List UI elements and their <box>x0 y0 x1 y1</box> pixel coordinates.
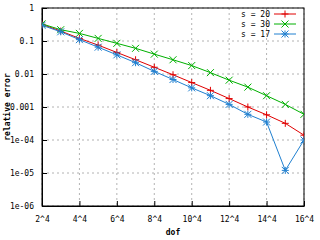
tick: 14^4 <box>257 201 276 224</box>
marker <box>188 84 195 91</box>
tick-mark <box>42 140 47 141</box>
legend-label: s = 20 <box>241 10 270 19</box>
tick: 6^4 <box>110 201 125 224</box>
y-axis-title: relative error <box>2 73 12 141</box>
tick-label: 1 <box>29 4 34 13</box>
tick: 4^4 <box>73 201 88 224</box>
tick-label: 1e-05 <box>10 169 34 178</box>
legend-marker <box>282 21 289 28</box>
tick-mark <box>42 173 47 174</box>
grid-line <box>42 173 304 174</box>
marker <box>244 111 251 118</box>
marker <box>263 119 270 126</box>
tick-mark <box>192 201 193 206</box>
tick-label: 1e-04 <box>10 136 34 145</box>
marker <box>113 51 120 58</box>
tick-label: 2^4 <box>35 215 50 224</box>
tick-label: 10^4 <box>183 215 202 224</box>
plot-frame <box>42 8 304 206</box>
tick: 10^4 <box>183 201 202 224</box>
tick-label: 4^4 <box>73 215 88 224</box>
tick: 0.1 <box>20 37 47 46</box>
tick: 8^4 <box>148 201 163 224</box>
grid <box>42 8 304 206</box>
series-line <box>42 24 304 135</box>
marker <box>282 101 289 108</box>
marker <box>132 59 139 66</box>
marker <box>282 120 289 127</box>
tick: 1e-06 <box>10 202 47 211</box>
grid-line <box>42 107 304 108</box>
tick-label: 8^4 <box>148 215 163 224</box>
tick-mark <box>79 201 80 206</box>
marker <box>263 111 270 118</box>
tick-mark <box>42 41 47 42</box>
series-line <box>42 25 304 170</box>
tick-mark <box>267 201 268 206</box>
grid-line <box>42 140 304 141</box>
marker <box>113 40 120 47</box>
marker <box>95 44 102 51</box>
marker <box>170 76 177 83</box>
tick-mark <box>117 201 118 206</box>
tick: 1e-04 <box>10 136 47 145</box>
tick: 12^4 <box>220 201 239 224</box>
marker <box>282 167 289 174</box>
marker <box>207 92 214 99</box>
tick-label: 14^4 <box>257 215 276 224</box>
plot: 2^44^46^48^410^412^414^416^41e-061e-051e… <box>10 4 314 224</box>
tick-mark <box>154 201 155 206</box>
tick-mark <box>229 201 230 206</box>
marker <box>301 137 305 144</box>
legend-label: s = 17 <box>241 30 270 39</box>
marker <box>170 56 177 63</box>
tick-label: 6^4 <box>110 215 125 224</box>
marker <box>132 45 139 52</box>
y-axis: 1e-06 1e-05 1e-04 0.001 0.01 0.1 1 <box>10 4 47 211</box>
legend: s = 20s = 30s = 17 <box>241 10 296 39</box>
marker <box>151 51 158 58</box>
marker <box>95 35 102 42</box>
tick-mark <box>42 107 47 108</box>
x-axis-title: dof <box>166 228 181 237</box>
marker <box>226 101 233 108</box>
tick: 1e-05 <box>10 169 47 178</box>
chart: 2^44^46^48^410^412^414^416^41e-061e-051e… <box>0 0 320 240</box>
marker <box>226 77 233 84</box>
marker <box>76 36 83 43</box>
x-axis: 2^4 4^4 6^4 8^4 10^4 12^4 14^4 16^4 <box>35 201 314 224</box>
tick-label: 0.001 <box>10 103 34 112</box>
tick-label: 16^4 <box>295 215 314 224</box>
marker <box>301 111 305 118</box>
tick-label: 0.01 <box>15 70 34 79</box>
marker <box>57 28 64 35</box>
marker <box>151 68 158 75</box>
tick: 1 <box>29 4 47 13</box>
marker <box>263 92 270 99</box>
legend-marker <box>282 31 289 38</box>
tick-label: 0.1 <box>20 37 35 46</box>
tick: 0.001 <box>10 103 47 112</box>
marker <box>42 22 46 29</box>
data <box>42 20 304 173</box>
tick-mark <box>42 74 47 75</box>
tick-label: 12^4 <box>220 215 239 224</box>
marker <box>244 104 251 111</box>
marker <box>207 69 214 76</box>
tick-label: 1e-06 <box>10 202 34 211</box>
marker <box>76 30 83 37</box>
marker <box>244 84 251 91</box>
tick: 16^4 <box>295 201 314 224</box>
series-line <box>42 24 304 114</box>
legend-marker <box>282 11 289 18</box>
marker <box>188 62 195 69</box>
legend-label: s = 30 <box>241 20 270 29</box>
